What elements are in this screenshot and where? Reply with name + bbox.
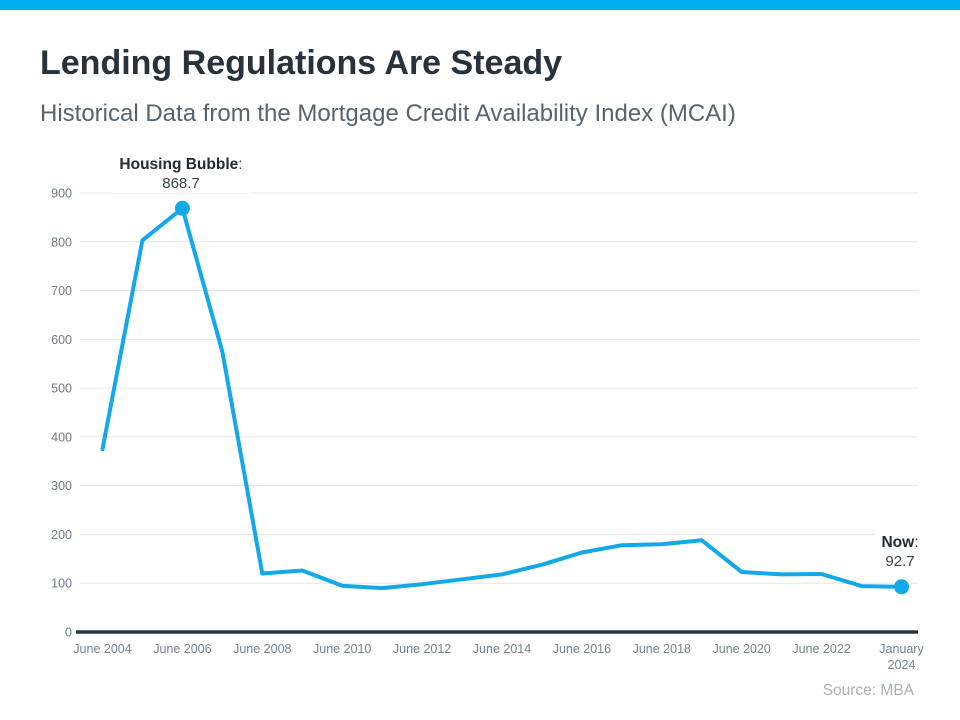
data-point-marker [174, 200, 190, 216]
annotation-label: Now: [881, 534, 919, 551]
y-axis-tick-label: 0 [65, 626, 72, 640]
annotation-value: 92.7 [885, 553, 915, 570]
x-axis-tick-label: June 2010 [313, 642, 371, 656]
x-axis-tick-label: June 2020 [713, 642, 771, 656]
annotation-housing-bubble: Housing Bubble: 868.7 [112, 155, 250, 193]
accent-bar [0, 0, 960, 10]
y-axis-tick-label: 200 [51, 528, 72, 542]
x-axis-tick-label: June 2022 [792, 642, 850, 656]
y-axis-tick-label: 900 [51, 187, 72, 201]
annotation-value: 868.7 [162, 175, 200, 192]
x-axis-tick-label: June 2018 [633, 642, 691, 656]
x-axis-tick-label: January [879, 642, 924, 656]
annotation-label: Housing Bubble: [119, 156, 243, 173]
annotation-now: Now: 92.7 [874, 533, 926, 571]
data-point-marker [894, 579, 909, 595]
x-axis-tick-label: June 2014 [473, 642, 531, 656]
mcai-line-series [100, 206, 904, 591]
page-subtitle: Historical Data from the Mortgage Credit… [40, 100, 736, 127]
y-axis-tick-label: 300 [51, 479, 72, 493]
page-title: Lending Regulations Are Steady [40, 44, 563, 82]
y-axis-tick-label: 600 [51, 333, 72, 347]
x-axis-tick-label: June 2008 [233, 642, 291, 656]
source-credit: Source: MBA [822, 682, 914, 699]
y-axis-tick-label: 800 [51, 235, 72, 249]
y-axis-tick-label: 100 [51, 577, 72, 591]
x-axis-tick-label: June 2004 [73, 642, 131, 656]
y-axis-tick-label: 400 [51, 430, 72, 444]
x-axis-tick-label: June 2016 [553, 642, 611, 656]
y-axis-tick-label: 500 [51, 382, 72, 396]
y-axis-tick-label: 700 [51, 284, 72, 298]
x-axis-tick-label: June 2006 [153, 642, 211, 656]
x-axis-tick-label: 2024 [888, 658, 916, 672]
x-axis-tick-label: June 2012 [393, 642, 451, 656]
